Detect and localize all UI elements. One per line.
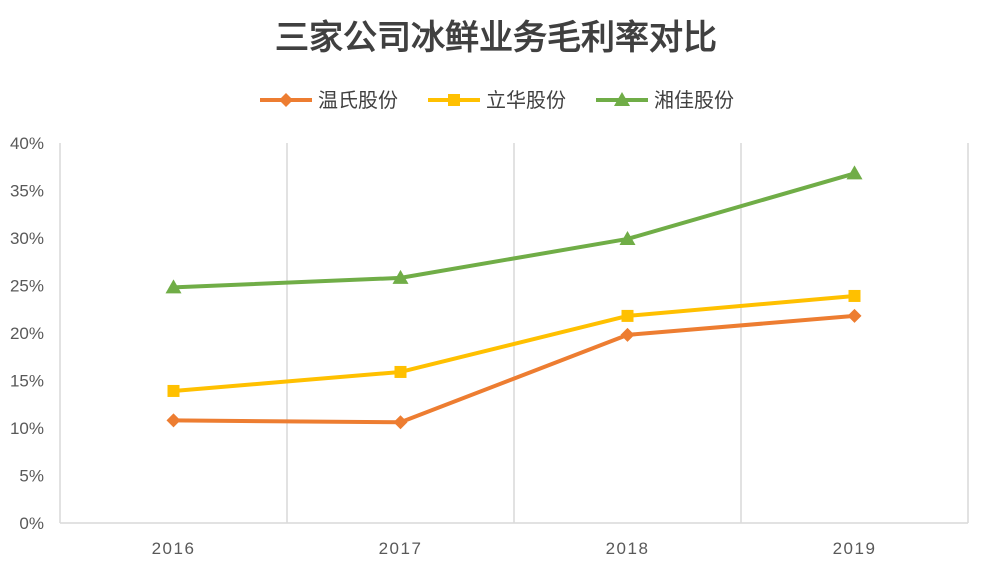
data-point [620,327,635,342]
legend-item: 立华股份 [428,88,566,112]
series-line [171,313,857,425]
legend-label: 湘佳股份 [654,88,734,112]
data-point [393,415,408,430]
y-axis-ticks: 0% 5% 10% 15% 20% 25% 30% 35% 40% [10,134,44,533]
series-1 [166,308,862,430]
x-tick-label: 2019 [833,539,877,558]
chart-title: 三家公司冰鲜业务毛利率对比 [275,18,717,58]
series-line [171,171,857,290]
legend-swatch-marker [279,93,293,107]
legend: 温氏股份 立华股份 湘佳股份 [260,88,734,112]
data-point [165,279,182,294]
y-tick-label: 30% [10,229,44,248]
data-point [619,230,636,245]
y-tick-label: 5% [19,467,44,486]
legend-label: 立华股份 [486,88,566,112]
data-point [848,289,861,302]
y-tick-label: 25% [10,277,44,296]
x-tick-label: 2018 [606,539,650,558]
y-tick-label: 0% [19,514,44,533]
data-point [394,365,407,378]
data-point [847,308,862,323]
legend-item: 温氏股份 [260,88,398,112]
x-tick-label: 2017 [379,539,423,558]
y-tick-label: 20% [10,324,44,343]
legend-item: 湘佳股份 [596,88,734,112]
series-layer [165,165,863,430]
y-tick-label: 10% [10,419,44,438]
y-tick-label: 35% [10,182,44,201]
x-tick-label: 2016 [152,539,196,558]
data-point [167,384,180,397]
legend-swatch-marker [448,94,460,106]
y-tick-label: 40% [10,134,44,153]
y-tick-label: 15% [10,372,44,391]
data-point [621,309,634,322]
plot-area [59,143,969,524]
legend-swatch-marker [614,92,630,106]
data-point [846,165,863,180]
data-point [166,413,181,428]
series-3 [165,165,863,294]
x-axis-ticks: 2016 2017 2018 2019 [152,539,877,558]
legend-label: 温氏股份 [318,88,398,112]
data-point [392,269,409,284]
series-line [171,293,857,393]
series-2 [167,289,861,397]
